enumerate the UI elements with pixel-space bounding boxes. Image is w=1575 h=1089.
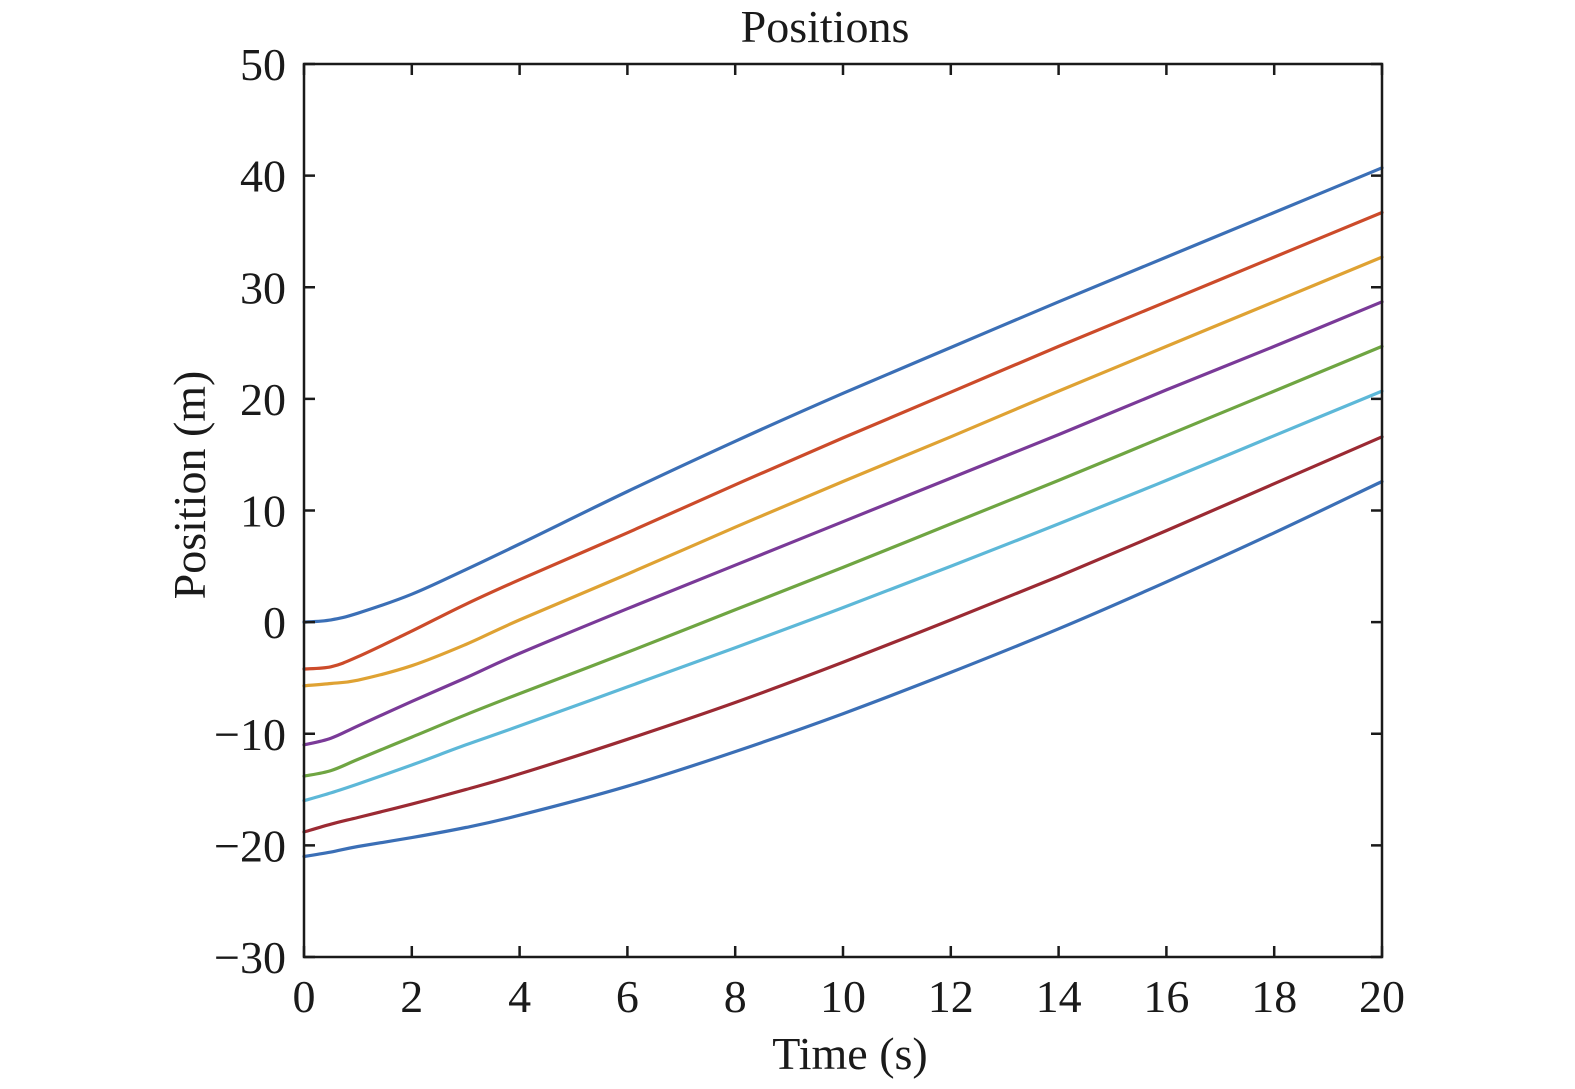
y-tick-label: −10 xyxy=(214,709,286,760)
y-tick-label: 0 xyxy=(263,597,286,648)
series-line-5 xyxy=(302,344,1384,778)
series-line-6 xyxy=(302,389,1384,803)
x-tick-label: 16 xyxy=(1143,971,1189,1022)
x-tick-label: 2 xyxy=(400,971,423,1022)
y-tick-label: 10 xyxy=(240,486,286,537)
series-line-3 xyxy=(302,255,1384,688)
x-tick-label: 4 xyxy=(508,971,531,1022)
y-axis-label: Position (m) xyxy=(164,371,215,600)
y-tick-label: 50 xyxy=(240,39,286,90)
x-tick-label: 12 xyxy=(928,971,974,1022)
x-tick-label: 14 xyxy=(1036,971,1082,1022)
y-tick-label: 30 xyxy=(240,262,286,313)
y-axis: 50 40 30 20 10 0 −10 −20 −30 xyxy=(214,39,1382,983)
series-line-8 xyxy=(302,479,1384,859)
x-tick-label: 8 xyxy=(724,971,747,1022)
x-tick-label: 6 xyxy=(616,971,639,1022)
series-layer xyxy=(302,166,1384,859)
y-tick-label: 20 xyxy=(240,374,286,425)
x-axis: 0 2 4 6 8 10 12 14 16 18 20 xyxy=(293,64,1405,1022)
chart-title: Positions xyxy=(741,1,910,52)
x-tick-label: 20 xyxy=(1359,971,1405,1022)
plot-frame xyxy=(302,62,1384,959)
x-tick-label: 10 xyxy=(820,971,866,1022)
series-line-1 xyxy=(302,166,1384,624)
x-tick-label: 18 xyxy=(1251,971,1297,1022)
y-tick-label: −30 xyxy=(214,932,286,983)
y-tick-label: 40 xyxy=(240,151,286,202)
series-line-2 xyxy=(302,210,1384,671)
y-tick-label: −20 xyxy=(214,820,286,871)
x-tick-label: 0 xyxy=(293,971,316,1022)
series-line-7 xyxy=(302,435,1384,834)
x-axis-label: Time (s) xyxy=(772,1028,928,1079)
series-line-4 xyxy=(302,300,1384,747)
